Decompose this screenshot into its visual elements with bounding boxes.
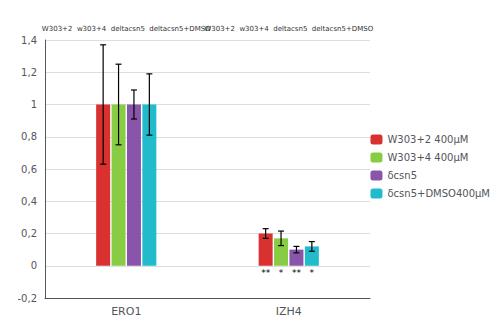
svg-text:ERO1: ERO1 [111, 305, 141, 318]
svg-text:0,8: 0,8 [21, 131, 37, 142]
svg-text:W303+4 400μM: W303+4 400μM [387, 152, 468, 163]
svg-text:1,4: 1,4 [21, 35, 37, 46]
svg-text:0,6: 0,6 [21, 164, 37, 175]
svg-text:δcsn5: δcsn5 [387, 170, 417, 181]
svg-text:1: 1 [31, 99, 37, 110]
svg-text:δcsn5+DMSO400μM: δcsn5+DMSO400μM [387, 188, 490, 199]
svg-text:W303+2 w303+4 deltacsn5 del: W303+2 w303+4 deltacsn5 deltacsn5+DMSO [42, 25, 211, 33]
svg-text:IZH4: IZH4 [276, 305, 302, 318]
svg-text:1,2: 1,2 [21, 67, 37, 78]
svg-text:*: * [310, 268, 315, 278]
svg-text:W303+2 400μM: W303+2 400μM [387, 134, 468, 145]
svg-text:*: * [279, 268, 284, 278]
svg-text:**: ** [261, 268, 271, 278]
svg-text:W303+2 w303+4 deltacsn5 del: W303+2 w303+4 deltacsn5 deltacsn5+DMSO [204, 25, 373, 33]
svg-text:-0,2: -0,2 [17, 293, 37, 304]
svg-text:0,4: 0,4 [21, 196, 37, 207]
svg-text:0,2: 0,2 [21, 228, 37, 239]
svg-text:**: ** [292, 268, 302, 278]
svg-text:0: 0 [31, 260, 37, 271]
